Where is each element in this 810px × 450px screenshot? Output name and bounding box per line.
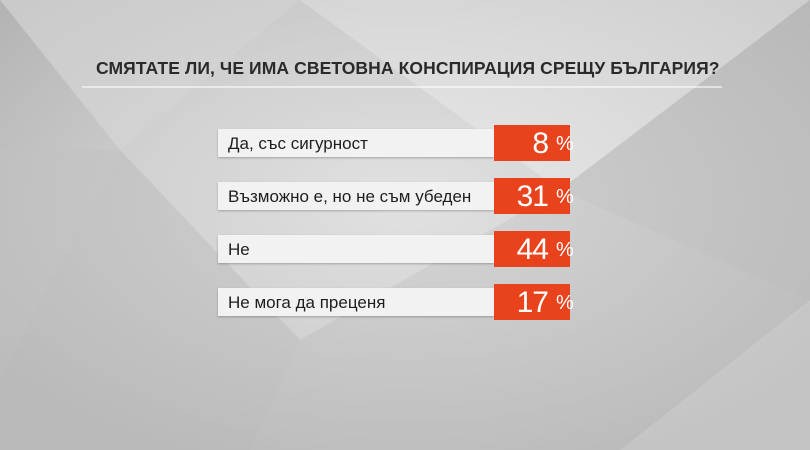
percent-sign: % (556, 133, 574, 155)
category-label: Възможно е, но не съм убеден (228, 187, 472, 206)
percent-sign: % (556, 292, 574, 314)
value-label: 31 (516, 180, 549, 213)
value-label: 8 (532, 127, 549, 160)
category-label: Не мога да преценя (228, 293, 386, 312)
bar-row: Не 44% (218, 231, 574, 267)
category-box: Не мога да преценя (218, 288, 494, 316)
category-label: Да, със сигурност (228, 134, 368, 153)
value-bar: 31 (494, 178, 570, 214)
value-bar: 44 (494, 231, 570, 267)
category-label: Не (228, 240, 250, 259)
bar-row: Не мога да преценя 17% (218, 284, 574, 320)
percent-sign: % (556, 239, 574, 261)
category-box: Да, със сигурност (218, 129, 494, 157)
value-label: 44 (516, 233, 549, 266)
percent-sign: % (556, 186, 574, 208)
value-label: 17 (516, 286, 549, 319)
value-bar: 17 (494, 284, 570, 320)
title-divider (82, 86, 722, 88)
value-bar: 8 (494, 125, 570, 161)
bar-row: Възможно е, но не съм убеден 31% (218, 178, 574, 214)
bar-row: Да, със сигурност 8% (218, 125, 574, 161)
chart-title: СМЯТАТЕ ЛИ, ЧЕ ИМА СВЕТОВНА КОНСПИРАЦИЯ … (96, 58, 720, 78)
category-box: Възможно е, но не съм убеден (218, 182, 494, 210)
category-box: Не (218, 235, 494, 263)
